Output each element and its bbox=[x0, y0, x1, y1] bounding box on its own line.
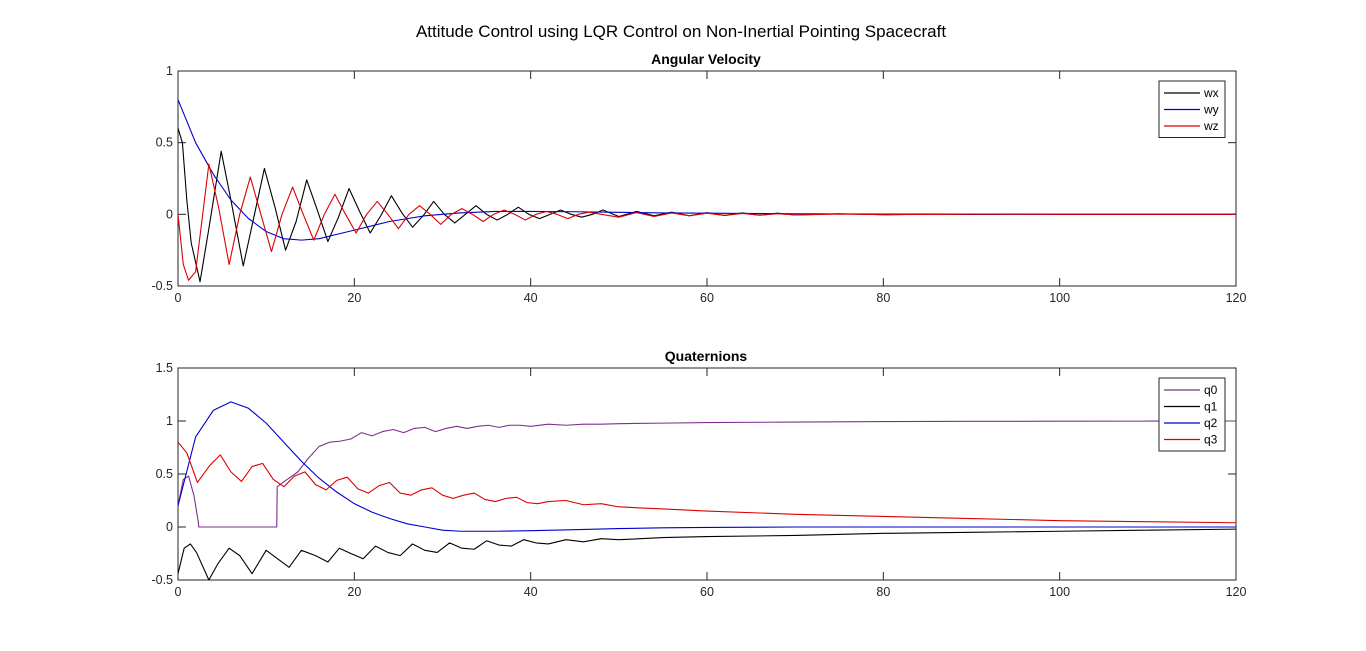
legend-label-wy: wy bbox=[1203, 103, 1219, 117]
y-tick-label: 0.5 bbox=[156, 136, 173, 150]
legend-label-q1: q1 bbox=[1204, 400, 1218, 414]
axes-title-angular-velocity: Angular Velocity bbox=[651, 51, 761, 67]
x-tick-label: 60 bbox=[700, 585, 714, 599]
legend-label-q2: q2 bbox=[1204, 416, 1218, 430]
y-tick-label: 0 bbox=[166, 207, 173, 221]
legend-label-q3: q3 bbox=[1204, 433, 1218, 447]
x-tick-label: 120 bbox=[1226, 585, 1247, 599]
y-tick-label: 1.5 bbox=[156, 361, 173, 375]
y-tick-label: 1 bbox=[166, 64, 173, 78]
axes-box-angular-velocity bbox=[177, 70, 1237, 287]
legend-label-wx: wx bbox=[1203, 86, 1219, 100]
series-line-q1 bbox=[178, 528, 1236, 580]
y-tick-label: -0.5 bbox=[151, 279, 173, 293]
axes-angular-velocity: Angular Velocity 0 20 40 60 80 100 120-0.500.5… bbox=[151, 51, 1246, 305]
x-tick-label: 80 bbox=[876, 585, 890, 599]
x-tick-label: 40 bbox=[524, 291, 538, 305]
x-tick-label: 0 bbox=[175, 291, 182, 305]
series-lines-angular-velocity bbox=[178, 99, 1236, 283]
x-tick-label: 0 bbox=[175, 585, 182, 599]
x-tick-label: 20 bbox=[347, 585, 361, 599]
legend-angular-velocity: wx wy wz bbox=[1158, 80, 1226, 138]
series-line-wz bbox=[178, 163, 1236, 281]
axes-title-quaternions: Quaternions bbox=[665, 348, 748, 364]
x-tick-label: 80 bbox=[876, 291, 890, 305]
y-tick-label: 0.5 bbox=[156, 467, 173, 481]
series-lines-quaternions bbox=[178, 401, 1236, 580]
legend-quaternions: q0 q1 q2 q3 bbox=[1158, 377, 1226, 452]
y-tick-label: 0 bbox=[166, 520, 173, 534]
x-tick-label: 60 bbox=[700, 291, 714, 305]
series-line-q3 bbox=[178, 441, 1236, 524]
y-tick-label: -0.5 bbox=[151, 573, 173, 587]
x-tick-label: 120 bbox=[1226, 291, 1247, 305]
y-tick-label: 1 bbox=[166, 414, 173, 428]
x-tick-label: 100 bbox=[1049, 585, 1070, 599]
axes-box-quaternions bbox=[177, 367, 1237, 581]
series-line-q2 bbox=[178, 401, 1236, 532]
legend-label-wz: wz bbox=[1203, 119, 1219, 133]
axes-quaternions: Quaternions 0 20 40 60 80 100 120-0.500.511.5q… bbox=[151, 348, 1246, 599]
legend-label-q0: q0 bbox=[1204, 383, 1218, 397]
x-tick-label: 40 bbox=[524, 585, 538, 599]
figure-title: Attitude Control using LQR Control on No… bbox=[416, 22, 946, 41]
x-tick-label: 100 bbox=[1049, 291, 1070, 305]
x-tick-label: 20 bbox=[347, 291, 361, 305]
